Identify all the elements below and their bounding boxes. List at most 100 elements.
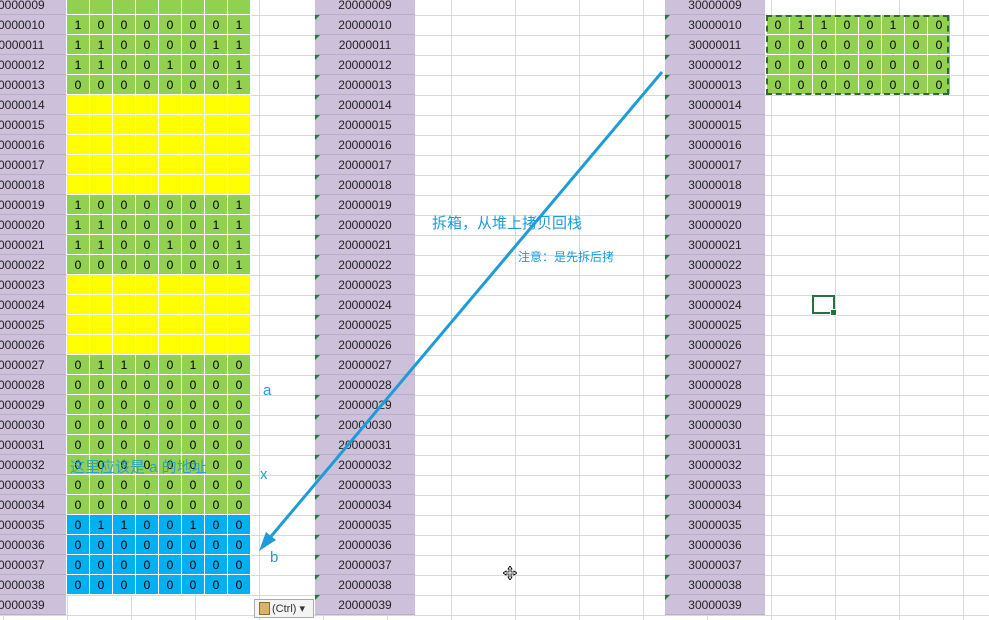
address-cell: 20000014 (315, 95, 415, 115)
address-label: 20000022 (338, 258, 392, 272)
text-number-indicator-icon (665, 215, 670, 220)
bit-cell: 0 (182, 535, 205, 555)
bit-cell (182, 115, 205, 135)
text-number-indicator-icon (665, 75, 670, 80)
bit-cell: 0 (136, 475, 159, 495)
address-cell: 30000023 (665, 275, 765, 295)
bit-cell (67, 155, 90, 175)
text-number-indicator-icon (315, 175, 320, 180)
text-number-indicator-icon (665, 55, 670, 60)
heap-bit-cell: 0 (813, 75, 836, 95)
bit-cell: 0 (205, 535, 228, 555)
address-cell: 20000016 (0, 135, 66, 155)
heap-bit-cell: 0 (790, 75, 813, 95)
bit-cell: 0 (182, 215, 205, 235)
bit-cell: 0 (136, 215, 159, 235)
bit-cell: 0 (90, 535, 113, 555)
text-number-indicator-icon (665, 475, 670, 480)
bit-cell: 0 (67, 415, 90, 435)
address-cell: 20000038 (315, 575, 415, 595)
active-cell-cursor[interactable] (812, 295, 837, 316)
bit-cell: 0 (90, 415, 113, 435)
bit-cell (113, 95, 136, 115)
address-label: 20000010 (338, 18, 392, 32)
address-cell: 20000033 (0, 475, 66, 495)
address-cell: 20000030 (315, 415, 415, 435)
address-cell: 30000026 (665, 335, 765, 355)
address-label: 20000030 (338, 418, 392, 432)
address-label: 20000014 (0, 98, 45, 112)
heap-bit-cell: 0 (767, 75, 790, 95)
address-cell: 20000036 (315, 535, 415, 555)
text-number-indicator-icon (315, 235, 320, 240)
address-cell: 30000018 (665, 175, 765, 195)
address-cell: 20000019 (0, 195, 66, 215)
address-label: 20000011 (0, 38, 45, 52)
bit-cell: 0 (67, 575, 90, 595)
bit-cell: 1 (90, 55, 113, 75)
text-number-indicator-icon (315, 535, 320, 540)
bit-cell: 0 (182, 495, 205, 515)
text-number-indicator-icon (315, 15, 320, 20)
bit-cell (136, 115, 159, 135)
text-number-indicator-icon (315, 495, 320, 500)
bit-cell: 0 (159, 435, 182, 455)
address-cell: 20000021 (315, 235, 415, 255)
label-a: a (263, 382, 272, 399)
bit-cell (159, 95, 182, 115)
address-label: 20000019 (0, 198, 45, 212)
bit-cell (67, 335, 90, 355)
address-label: 20000025 (338, 318, 392, 332)
bit-cell: 0 (228, 475, 251, 495)
bit-cell: 0 (113, 75, 136, 95)
bit-cell: 1 (67, 215, 90, 235)
bit-cell (205, 115, 228, 135)
bit-cell (67, 95, 90, 115)
address-cell: 20000013 (315, 75, 415, 95)
bit-cell (136, 175, 159, 195)
text-number-indicator-icon (315, 195, 320, 200)
bit-cell: 0 (205, 235, 228, 255)
text-number-indicator-icon (315, 435, 320, 440)
bit-cell: 0 (113, 15, 136, 35)
address-cell: 20000032 (0, 455, 66, 475)
address-label: 20000028 (0, 378, 45, 392)
bit-cell: 0 (182, 255, 205, 275)
address-label: 30000015 (688, 118, 742, 132)
bit-cell: 0 (113, 255, 136, 275)
heap-bit-cell: 0 (767, 55, 790, 75)
text-number-indicator-icon (665, 255, 670, 260)
bit-cell (113, 0, 136, 15)
bit-cell: 0 (90, 575, 113, 595)
bit-cell: 0 (136, 55, 159, 75)
bit-cell: 0 (205, 415, 228, 435)
bit-cell: 0 (90, 375, 113, 395)
heap-bit-cell: 0 (905, 55, 928, 75)
bit-cell: 0 (182, 555, 205, 575)
address-label: 30000014 (688, 98, 742, 112)
address-label: 30000021 (688, 238, 742, 252)
move-cursor-icon (503, 566, 517, 580)
bit-cell: 0 (159, 455, 182, 475)
bit-cell (205, 335, 228, 355)
bit-cell: 0 (228, 535, 251, 555)
bit-cell (159, 315, 182, 335)
address-label: 20000019 (338, 198, 392, 212)
address-cell: 20000034 (315, 495, 415, 515)
paste-options-button[interactable]: (Ctrl) ▾ (254, 599, 314, 618)
bit-cell: 0 (182, 55, 205, 75)
text-number-indicator-icon (315, 255, 320, 260)
bit-cell (136, 95, 159, 115)
bit-cell (228, 275, 251, 295)
text-number-indicator-icon (315, 115, 320, 120)
bit-cell (90, 155, 113, 175)
address-cell: 20000013 (0, 75, 66, 95)
heap-bit-cell: 0 (859, 55, 882, 75)
address-label: 20000033 (0, 478, 45, 492)
address-cell: 20000009 (315, 0, 415, 15)
address-cell: 20000019 (315, 195, 415, 215)
address-label: 20000018 (338, 178, 392, 192)
text-number-indicator-icon (665, 15, 670, 20)
text-number-indicator-icon (665, 495, 670, 500)
bit-cell: 0 (182, 575, 205, 595)
